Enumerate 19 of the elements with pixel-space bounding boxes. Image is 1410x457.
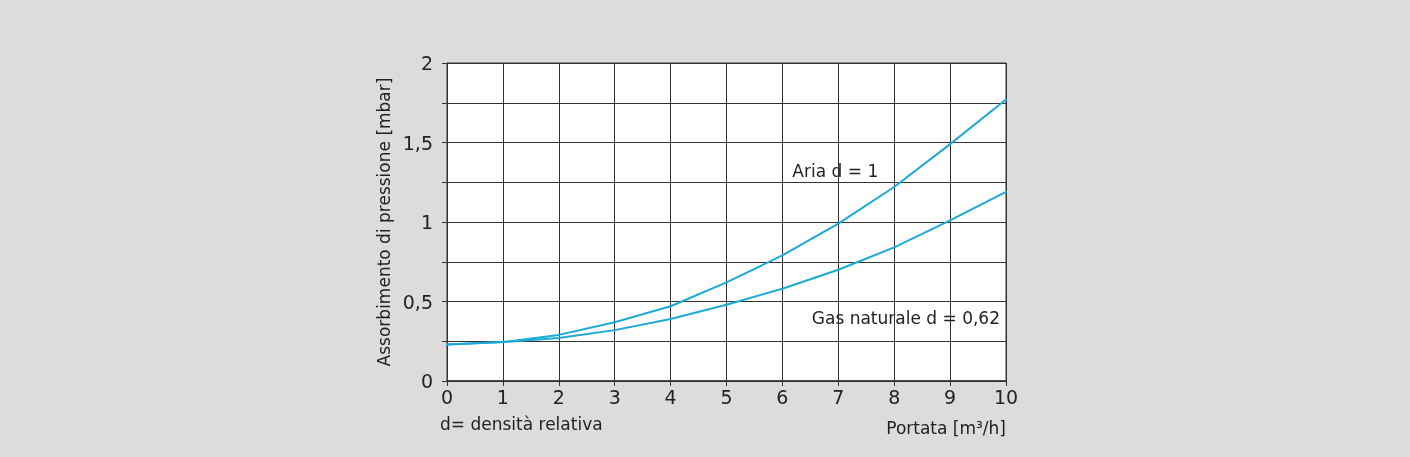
x-tick-label: 7 [832,385,845,408]
text: d= densità relativa [440,413,603,434]
x-tick-label: 4 [664,385,677,408]
x-tick-label: 3 [608,385,621,408]
x-tick-label: 8 [888,385,901,408]
y-tick-label: 0 [420,370,433,392]
x-tick-label: 2 [552,385,565,408]
y-tick-label: 0,5 [402,290,433,313]
x-tick-label: 6 [776,385,789,408]
x-tick-label: 0 [440,385,454,408]
x-tick-label: 1 [496,385,509,408]
y-tick-label: 1,5 [402,131,433,154]
y-axis-title: Assorbimento di pressione [mbar] [373,77,394,367]
x-axis-title: Portata [m³/h] [886,417,1006,438]
x-tick-label: 9 [944,385,957,408]
y-tick-label: 2 [420,52,433,74]
y-tick-label: 1 [420,211,433,233]
x-tick-label: 5 [720,385,733,408]
x-tick-label: 10 [993,385,1019,408]
